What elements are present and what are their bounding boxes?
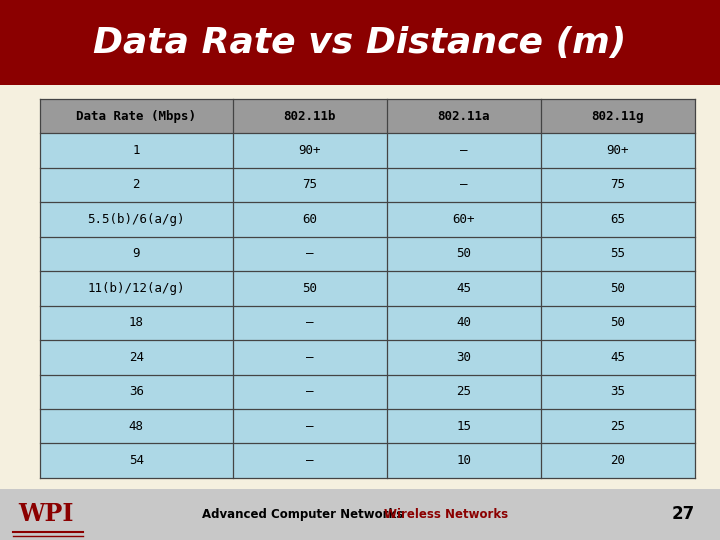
Text: 90+: 90+ xyxy=(606,144,629,157)
Bar xyxy=(40,271,695,306)
Bar xyxy=(0,0,720,85)
Text: 60+: 60+ xyxy=(453,213,475,226)
Bar xyxy=(40,340,695,375)
Text: —: — xyxy=(306,247,314,260)
Text: 9: 9 xyxy=(132,247,140,260)
Text: 45: 45 xyxy=(611,351,625,364)
Text: 5.5(b)/6(a/g): 5.5(b)/6(a/g) xyxy=(88,213,185,226)
Text: 27: 27 xyxy=(672,505,695,523)
Text: 60: 60 xyxy=(302,213,318,226)
Text: 36: 36 xyxy=(129,385,144,398)
Text: 50: 50 xyxy=(302,282,318,295)
Bar xyxy=(40,133,695,168)
Text: —: — xyxy=(306,316,314,329)
Text: —: — xyxy=(460,144,467,157)
Text: 11(b)/12(a/g): 11(b)/12(a/g) xyxy=(88,282,185,295)
Bar xyxy=(0,489,720,540)
Text: 802.11g: 802.11g xyxy=(592,110,644,123)
Text: 75: 75 xyxy=(611,179,625,192)
Bar xyxy=(40,375,695,409)
Bar xyxy=(40,306,695,340)
Text: 10: 10 xyxy=(456,454,472,467)
Text: 55: 55 xyxy=(611,247,625,260)
Bar xyxy=(40,443,695,478)
Text: 1: 1 xyxy=(132,144,140,157)
Text: 2: 2 xyxy=(132,179,140,192)
Text: 35: 35 xyxy=(611,385,625,398)
Bar xyxy=(40,409,695,443)
Text: 90+: 90+ xyxy=(299,144,321,157)
Text: 75: 75 xyxy=(302,179,318,192)
Text: Data Rate vs Distance (m): Data Rate vs Distance (m) xyxy=(94,26,626,59)
Bar xyxy=(40,237,695,271)
Text: 65: 65 xyxy=(611,213,625,226)
Text: 15: 15 xyxy=(456,420,472,433)
Text: —: — xyxy=(306,385,314,398)
Text: —: — xyxy=(460,179,467,192)
Text: 18: 18 xyxy=(129,316,144,329)
Text: 50: 50 xyxy=(611,316,625,329)
Text: 24: 24 xyxy=(129,351,144,364)
Bar xyxy=(40,99,695,133)
Text: 802.11b: 802.11b xyxy=(284,110,336,123)
Text: 25: 25 xyxy=(611,420,625,433)
Text: —: — xyxy=(306,420,314,433)
Text: —: — xyxy=(306,454,314,467)
Text: 40: 40 xyxy=(456,316,472,329)
Text: 25: 25 xyxy=(456,385,472,398)
Text: 45: 45 xyxy=(456,282,472,295)
Text: Data Rate (Mbps): Data Rate (Mbps) xyxy=(76,110,197,123)
Text: WPI: WPI xyxy=(18,502,73,526)
Bar xyxy=(40,168,695,202)
Text: Wireless Networks: Wireless Networks xyxy=(384,508,508,521)
Text: 50: 50 xyxy=(611,282,625,295)
Text: —: — xyxy=(306,351,314,364)
Text: 802.11a: 802.11a xyxy=(438,110,490,123)
Bar xyxy=(40,202,695,237)
Text: 20: 20 xyxy=(611,454,625,467)
Text: 54: 54 xyxy=(129,454,144,467)
Text: 30: 30 xyxy=(456,351,472,364)
Text: Advanced Computer Networks: Advanced Computer Networks xyxy=(202,508,403,521)
Text: 48: 48 xyxy=(129,420,144,433)
Text: 50: 50 xyxy=(456,247,472,260)
